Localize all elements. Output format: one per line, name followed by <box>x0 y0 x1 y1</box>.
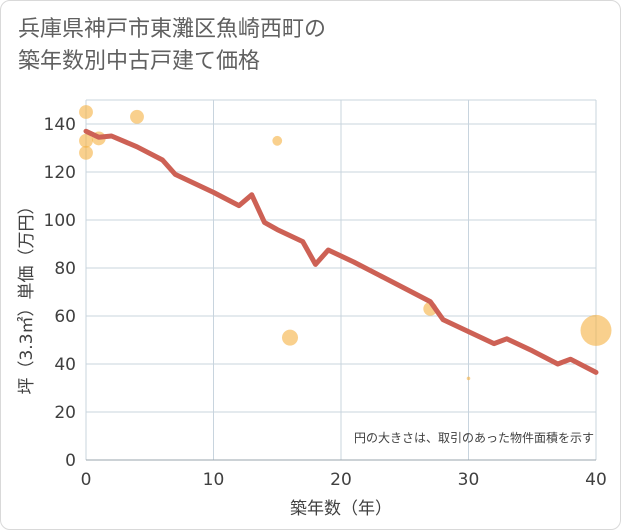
y-tick-label: 0 <box>65 451 76 471</box>
x-axis-label: 築年数（年） <box>290 499 392 519</box>
y-axis-label: 坪（3.3㎡）単価（万円） <box>17 197 37 394</box>
y-tick-label: 60 <box>54 307 76 327</box>
y-tick-label: 120 <box>44 163 76 183</box>
bubble-series <box>79 105 612 381</box>
bubble-point <box>282 329 298 346</box>
y-tick-labels: 0 20 40 60 80 100 120 140 <box>44 115 76 471</box>
grid-lines <box>85 99 597 461</box>
size-note: 円の大きさは、取引のあった物件面積を示す <box>354 430 594 445</box>
x-tick-labels: 0 10 20 30 40 <box>81 470 607 490</box>
y-tick-label: 20 <box>54 403 76 423</box>
x-tick-label: 20 <box>330 470 352 490</box>
trend-line <box>83 128 599 375</box>
bubble-point <box>130 109 144 124</box>
bubble-point <box>272 135 283 146</box>
bubble-point <box>79 105 93 119</box>
bubble-point <box>79 133 93 148</box>
bubble-point <box>79 145 93 160</box>
x-tick-label: 0 <box>81 470 92 490</box>
x-tick-label: 10 <box>203 470 225 490</box>
chart-title-line2: 築年数別中古戸建て価格 <box>18 49 261 74</box>
x-tick-label: 40 <box>585 470 607 490</box>
y-tick-label: 80 <box>54 259 76 279</box>
chart-title: 兵庫県神戸市東灘区魚崎西町の 築年数別中古戸建て価格 <box>18 14 326 78</box>
y-tick-label: 40 <box>54 355 76 375</box>
chart-title-line1: 兵庫県神戸市東灘区魚崎西町の <box>18 17 327 42</box>
x-tick-label: 30 <box>458 470 480 490</box>
bubble-point <box>466 376 471 381</box>
bubble-point <box>580 314 612 346</box>
y-tick-label: 100 <box>44 211 76 231</box>
y-tick-label: 140 <box>44 115 76 135</box>
